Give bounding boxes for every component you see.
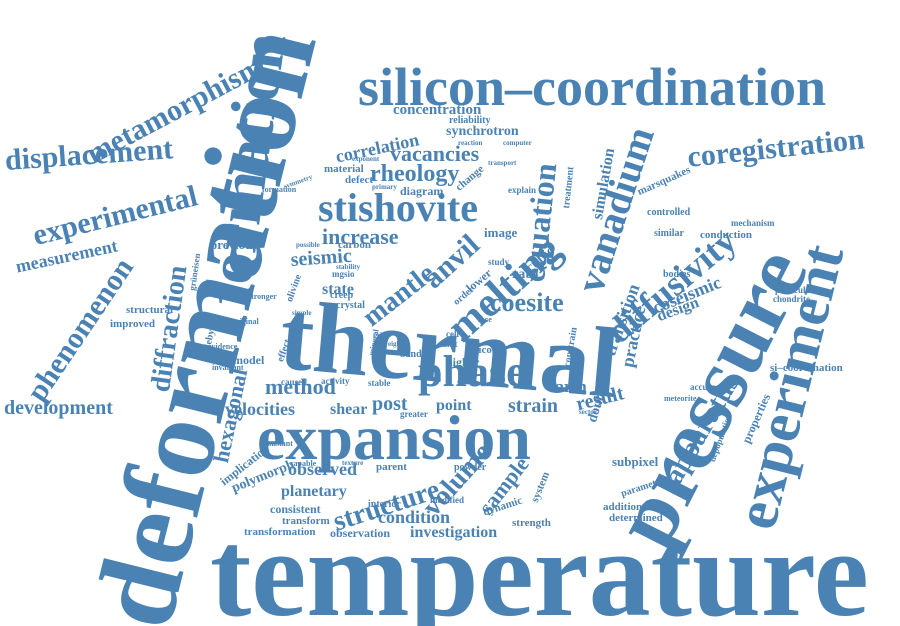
word-temperature: temperature (210, 505, 869, 626)
word-stishovite: stishovite (318, 185, 478, 230)
word-unit: unit (442, 339, 458, 349)
word-crystal: crystal (336, 300, 365, 311)
word-transport: transport (488, 159, 517, 167)
word-expansion: expansion (257, 402, 531, 473)
word-displacement: displacement (3, 132, 175, 177)
word-si-coordination: si–coordination (770, 362, 843, 374)
word-activity: activity (321, 376, 350, 386)
word-higher: higher (446, 355, 480, 369)
word-greater: greater (400, 409, 428, 419)
word-reaction: reaction (458, 139, 483, 147)
word-increase: increase (322, 224, 399, 249)
word-chondrite: chondrite (773, 294, 810, 304)
word-simple: simple (292, 309, 312, 317)
word-prime: prime (373, 331, 391, 339)
word-constant: constant (264, 439, 293, 448)
word-improved: improved (110, 318, 156, 330)
word-similar: similar (654, 228, 684, 239)
word-condition: condition (378, 507, 451, 527)
word-coesite: coesite (490, 288, 564, 317)
word-system: system (529, 470, 553, 505)
word-accuracy: accuracy (690, 382, 725, 392)
word-particular: particular (775, 285, 814, 295)
word-cell: cell (446, 329, 459, 339)
word-interior: interior (368, 499, 401, 510)
word-meteorite: meteorite (664, 394, 697, 403)
word-possible: possible (296, 241, 320, 249)
word-consistent: consistent (270, 502, 321, 516)
word-eight: eight (388, 340, 403, 348)
word-invariant: invariant (212, 363, 244, 372)
word-mgsio: mgsio (332, 269, 355, 279)
word-stable: stable (368, 378, 391, 388)
word-strain: strain (508, 395, 558, 417)
word-vacancies: vacancies (390, 141, 480, 166)
word-point: point (436, 397, 472, 414)
word-method: method (265, 374, 336, 399)
word-conduction: conduction (700, 229, 752, 241)
word-state: state (322, 281, 354, 298)
word-development: development (4, 397, 113, 419)
word-synchrotron: synchrotron (446, 124, 519, 139)
word-reliability: reliability (449, 115, 491, 126)
word-structural: structural (126, 304, 174, 316)
word-strength: strength (512, 517, 551, 529)
word-subpixel: subpixel (612, 454, 659, 469)
word-sector: sector (579, 408, 597, 416)
word-shear: shear (330, 401, 368, 418)
word-silicon: silicon (468, 344, 498, 356)
word-model: model (233, 353, 265, 367)
word-capable: capable (290, 459, 317, 468)
word-transformation: transformation (244, 526, 316, 538)
word-determined: determined (609, 512, 663, 524)
word-parent: parent (376, 461, 407, 473)
word-rate: rate (512, 267, 537, 282)
word-explain: explain (508, 185, 537, 195)
word-bodies: bodies (663, 269, 691, 280)
word-primary: primary (372, 183, 397, 191)
word-computer: computer (503, 139, 532, 147)
word-caused: caused (281, 377, 308, 387)
word-silicon-coordination: silicon–coordination (358, 57, 827, 117)
word-earth: earth (548, 377, 587, 396)
word-concentration: concentration (393, 102, 482, 118)
word-band: band (400, 349, 422, 360)
word-image: image (484, 225, 518, 240)
word-velocities: velocities (225, 399, 295, 419)
word-previous: previous (210, 237, 258, 252)
word-study: study (488, 257, 510, 267)
word-creep: creep (330, 290, 354, 301)
word-coregistration: coregistration (685, 122, 867, 174)
word-rheology: rheology (370, 161, 460, 187)
word-additional: additional (603, 501, 651, 513)
word-powder: powder (454, 462, 487, 473)
word-face: face (478, 315, 492, 324)
word-treatment: treatment (561, 166, 577, 210)
word-original: original (232, 317, 259, 326)
word-phase: phase (418, 347, 526, 396)
word-post: post (372, 393, 408, 415)
word-controlled: controlled (647, 207, 691, 218)
word-modified: modified (430, 495, 465, 505)
word-evidence: evidence (208, 342, 238, 351)
word-mechanism: mechanism (731, 218, 775, 228)
word-observation: observation (330, 526, 390, 540)
word-stability: stability (336, 263, 361, 271)
word-observed: observed (288, 459, 357, 479)
word-investigation: investigation (410, 524, 498, 541)
word-diagram: diagram (400, 184, 444, 198)
word-material: material (324, 163, 364, 175)
word-exponent: exponent (352, 155, 380, 163)
word-defect: defect (345, 174, 374, 186)
word-planetary: planetary (281, 483, 347, 500)
word-formation-small: formation (262, 185, 297, 194)
word-texture: texture (342, 459, 364, 467)
word-stronger: stronger (248, 292, 277, 301)
word-carbon: carbon (338, 239, 371, 251)
word-transform: transform (282, 515, 330, 527)
